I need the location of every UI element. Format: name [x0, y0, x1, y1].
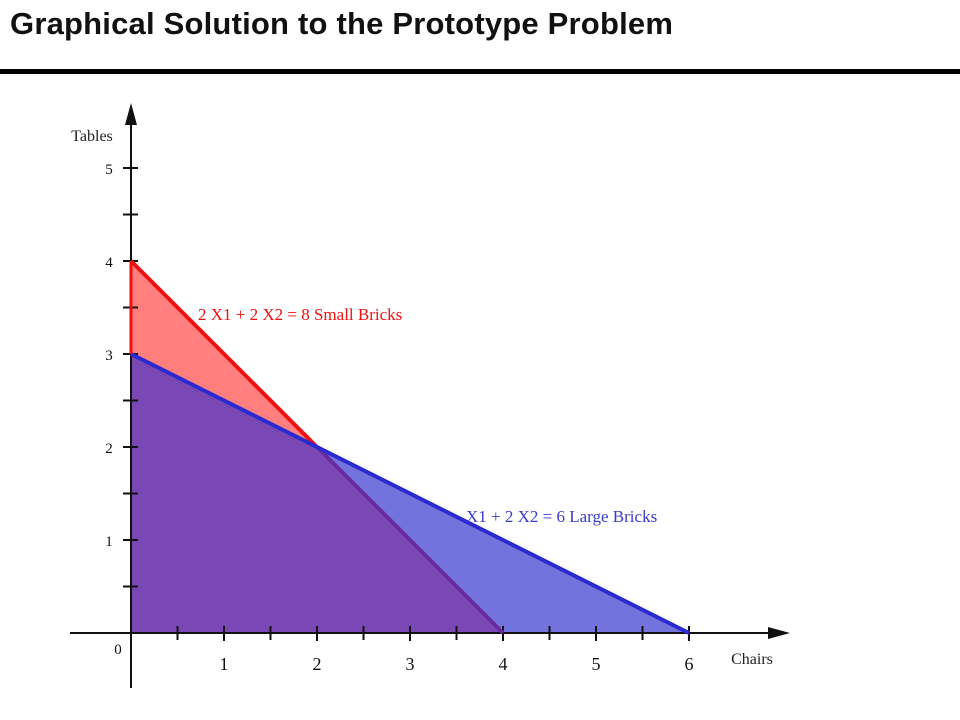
- x-tick-label: 3: [406, 654, 415, 674]
- x-axis-label: Chairs: [731, 651, 773, 668]
- origin-label: 0: [114, 642, 122, 658]
- y-tick-label: 1: [105, 534, 113, 550]
- x-tick-label: 6: [685, 654, 694, 674]
- y-tick-label: 3: [105, 348, 113, 364]
- small-bricks-line: [129, 259, 319, 449]
- x-tick-label: 2: [313, 654, 322, 674]
- x-tick-label: 5: [592, 654, 601, 674]
- small-bricks-label: 2 X1 + 2 X2 = 8 Small Bricks: [198, 305, 402, 324]
- slide-title: Graphical Solution to the Prototype Prob…: [10, 6, 674, 41]
- y-tick-label: 5: [105, 162, 113, 178]
- title-rule: [0, 69, 960, 74]
- small-bricks-line-overlap: [315, 445, 505, 635]
- x-tick-label: 4: [499, 654, 508, 674]
- y-axis-arrow: [125, 103, 137, 125]
- x-tick-label: 1: [220, 654, 229, 674]
- large-bricks-label: X1 + 2 X2 = 6 Large Bricks: [466, 507, 657, 526]
- y-axis-label: Tables: [71, 128, 113, 145]
- y-tick-label: 4: [105, 255, 113, 271]
- large-bricks-line: [130, 352, 690, 635]
- x-axis-arrow: [768, 627, 790, 639]
- feasible-region: [131, 354, 503, 633]
- y-tick-label: 2: [105, 441, 113, 457]
